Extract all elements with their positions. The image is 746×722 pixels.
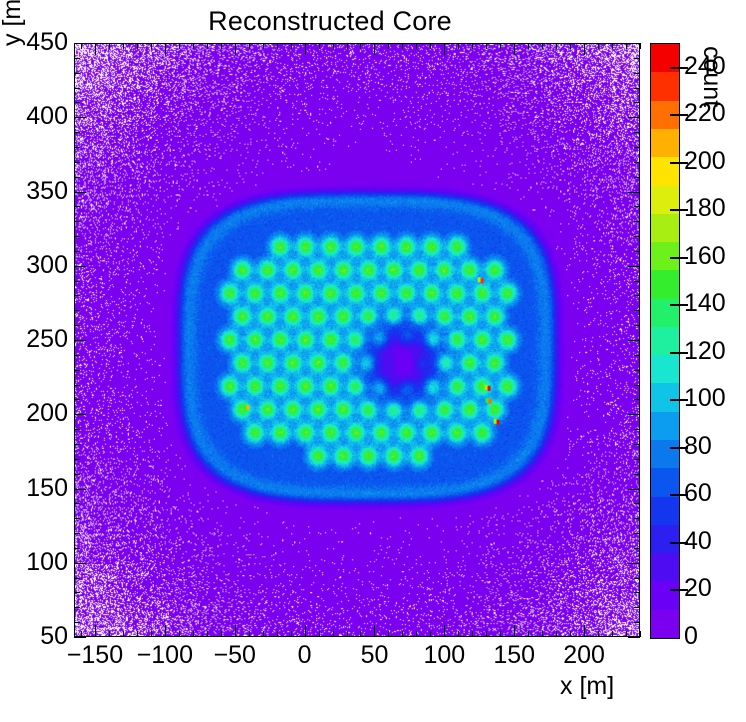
page-title: Reconstructed Core [208,6,452,36]
y-tick-label: 250 [26,325,68,353]
colorbar-tick [670,114,688,116]
colorbar-band [651,440,679,469]
colorbar-band [651,411,679,441]
colorbar-tick-label: 220 [684,99,726,128]
colorbar-band [651,242,679,271]
colorbar-tick [670,67,688,69]
y-tick-label: 350 [26,176,68,205]
colorbar-tick [670,447,688,449]
colorbar-tick [670,209,688,211]
colorbar-tick-label: 240 [684,51,726,80]
colorbar-band [651,581,679,610]
colorbar-tick-label: 180 [684,194,726,223]
colorbar-band [651,609,679,638]
colorbar-ticks [650,43,690,639]
colorbar-tick [670,589,688,591]
colorbar-band [651,270,679,299]
colorbar-tick [670,399,688,401]
y-tick-label: 200 [26,399,68,428]
y-axis-tick-labels: 50 100 150 200 250 300 350 400 450 [0,0,68,722]
colorbar-band [651,496,679,525]
colorbar-band [651,72,679,101]
y-tick-label: 50 [40,622,68,650]
colorbar-tick [670,542,688,544]
x-axis-title: x [m] [560,672,615,700]
x-tick-label: 50 [360,641,389,669]
colorbar [650,43,680,639]
colorbar-tick-label: 100 [684,384,726,413]
heatmap-canvas [75,44,639,636]
colorbar-tick [670,352,688,354]
colorbar-tick-label: 140 [684,289,726,318]
colorbar-band [651,128,679,158]
x-tick-label: 100 [423,641,466,669]
colorbar-tick-label: 0 [684,622,698,650]
colorbar-band [651,298,679,327]
colorbar-tick [670,304,688,306]
y-tick-label: 300 [26,250,68,279]
colorbar-tick-label: 60 [684,479,712,508]
x-tick-label: −100 [136,641,193,669]
x-tick-label: 0 [297,641,312,669]
colorbar-tick [670,162,688,164]
colorbar-title: count [698,46,726,108]
colorbar-tick-label: 200 [684,146,726,175]
colorbar-band [651,326,679,356]
x-tick-label: 150 [493,641,536,669]
x-tick-label: 200 [563,641,605,669]
colorbar-band [651,213,679,243]
x-tick-label: −50 [213,641,256,669]
colorbar-tick-label: 120 [684,336,726,365]
colorbar-tick-label: 160 [684,241,726,270]
colorbar-band [651,355,679,384]
colorbar-tick-label: 40 [684,526,712,555]
y-tick-label: 450 [26,28,68,56]
colorbar-band [651,553,679,582]
y-tick-label: 400 [26,102,68,131]
x-tick-label: −150 [66,641,124,669]
colorbar-band [651,524,679,554]
colorbar-tick-label: 80 [684,431,712,460]
plot-frame [74,43,640,637]
colorbar-tick [670,257,688,259]
colorbar-tick-label: 20 [684,574,712,603]
colorbar-tick [670,494,688,496]
y-tick-label: 100 [26,547,68,576]
colorbar-band [651,383,679,412]
colorbar-band [651,468,679,497]
colorbar-band [651,157,679,186]
y-tick-label: 150 [26,473,68,502]
